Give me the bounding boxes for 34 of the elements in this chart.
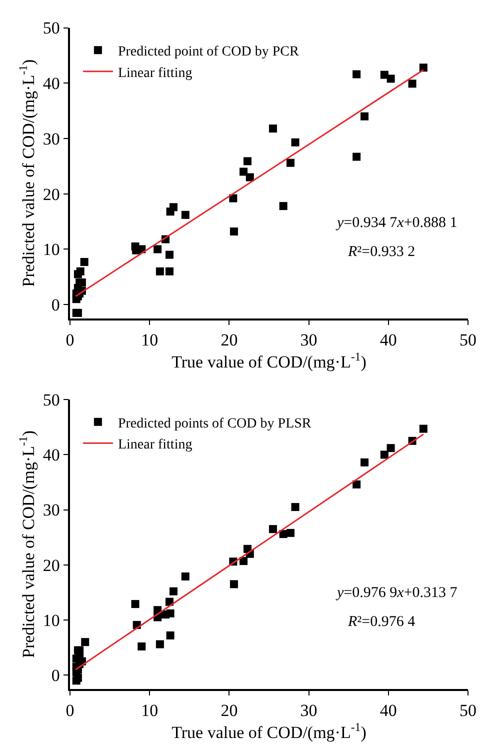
annotation: R²=0.933 2	[347, 244, 416, 260]
x-tick-label: 50	[460, 701, 476, 720]
y-tick-label: 10	[42, 240, 60, 260]
x-tick-label: 50	[460, 330, 476, 350]
legend-label: Predicted point of COD by PCR	[118, 44, 300, 60]
x-tick-label: 10	[141, 330, 158, 350]
x-tick-label: 30	[300, 330, 318, 350]
y-tick-label: 40	[42, 446, 60, 465]
y-tick-label: 0	[51, 666, 60, 686]
x-tick-label: 10	[141, 701, 158, 720]
x-tick-label: 40	[380, 330, 397, 350]
y-tick-label: 50	[42, 390, 60, 410]
x-tick-label: 20	[220, 330, 238, 350]
x-tick-label: 20	[220, 701, 238, 720]
legend-label: Linear fitting	[118, 66, 192, 81]
x-tick-label: 30	[300, 701, 318, 720]
y-tick-label: 30	[42, 500, 60, 520]
x-tick-label: 0	[66, 701, 74, 720]
legend-label: Linear fitting	[118, 438, 192, 453]
legend-label: Predicted points of COD by PLSR	[118, 416, 312, 432]
annotation: y=0.934 7x+0.888 1	[335, 215, 458, 231]
y-tick-label: 20	[42, 184, 60, 204]
x-axis-title: True value of COD/(mg·L$^{-1}$)	[172, 720, 366, 742]
x-tick-label: 40	[380, 701, 397, 720]
y-tick-label: 30	[42, 129, 60, 148]
x-axis-title: True value of COD/(mg·L$^{-1}$)	[172, 350, 366, 372]
y-tick-label: 10	[42, 610, 60, 630]
x-tick-label: 0	[66, 330, 74, 350]
y-tick-label: 20	[42, 556, 60, 575]
y-tick-label: 50	[42, 18, 60, 38]
annotation: y=0.976 9x+0.313 7	[335, 585, 458, 601]
annotation: R²=0.976 4	[347, 614, 416, 630]
y-tick-label: 40	[42, 74, 60, 94]
y-tick-label: 0	[51, 296, 60, 315]
